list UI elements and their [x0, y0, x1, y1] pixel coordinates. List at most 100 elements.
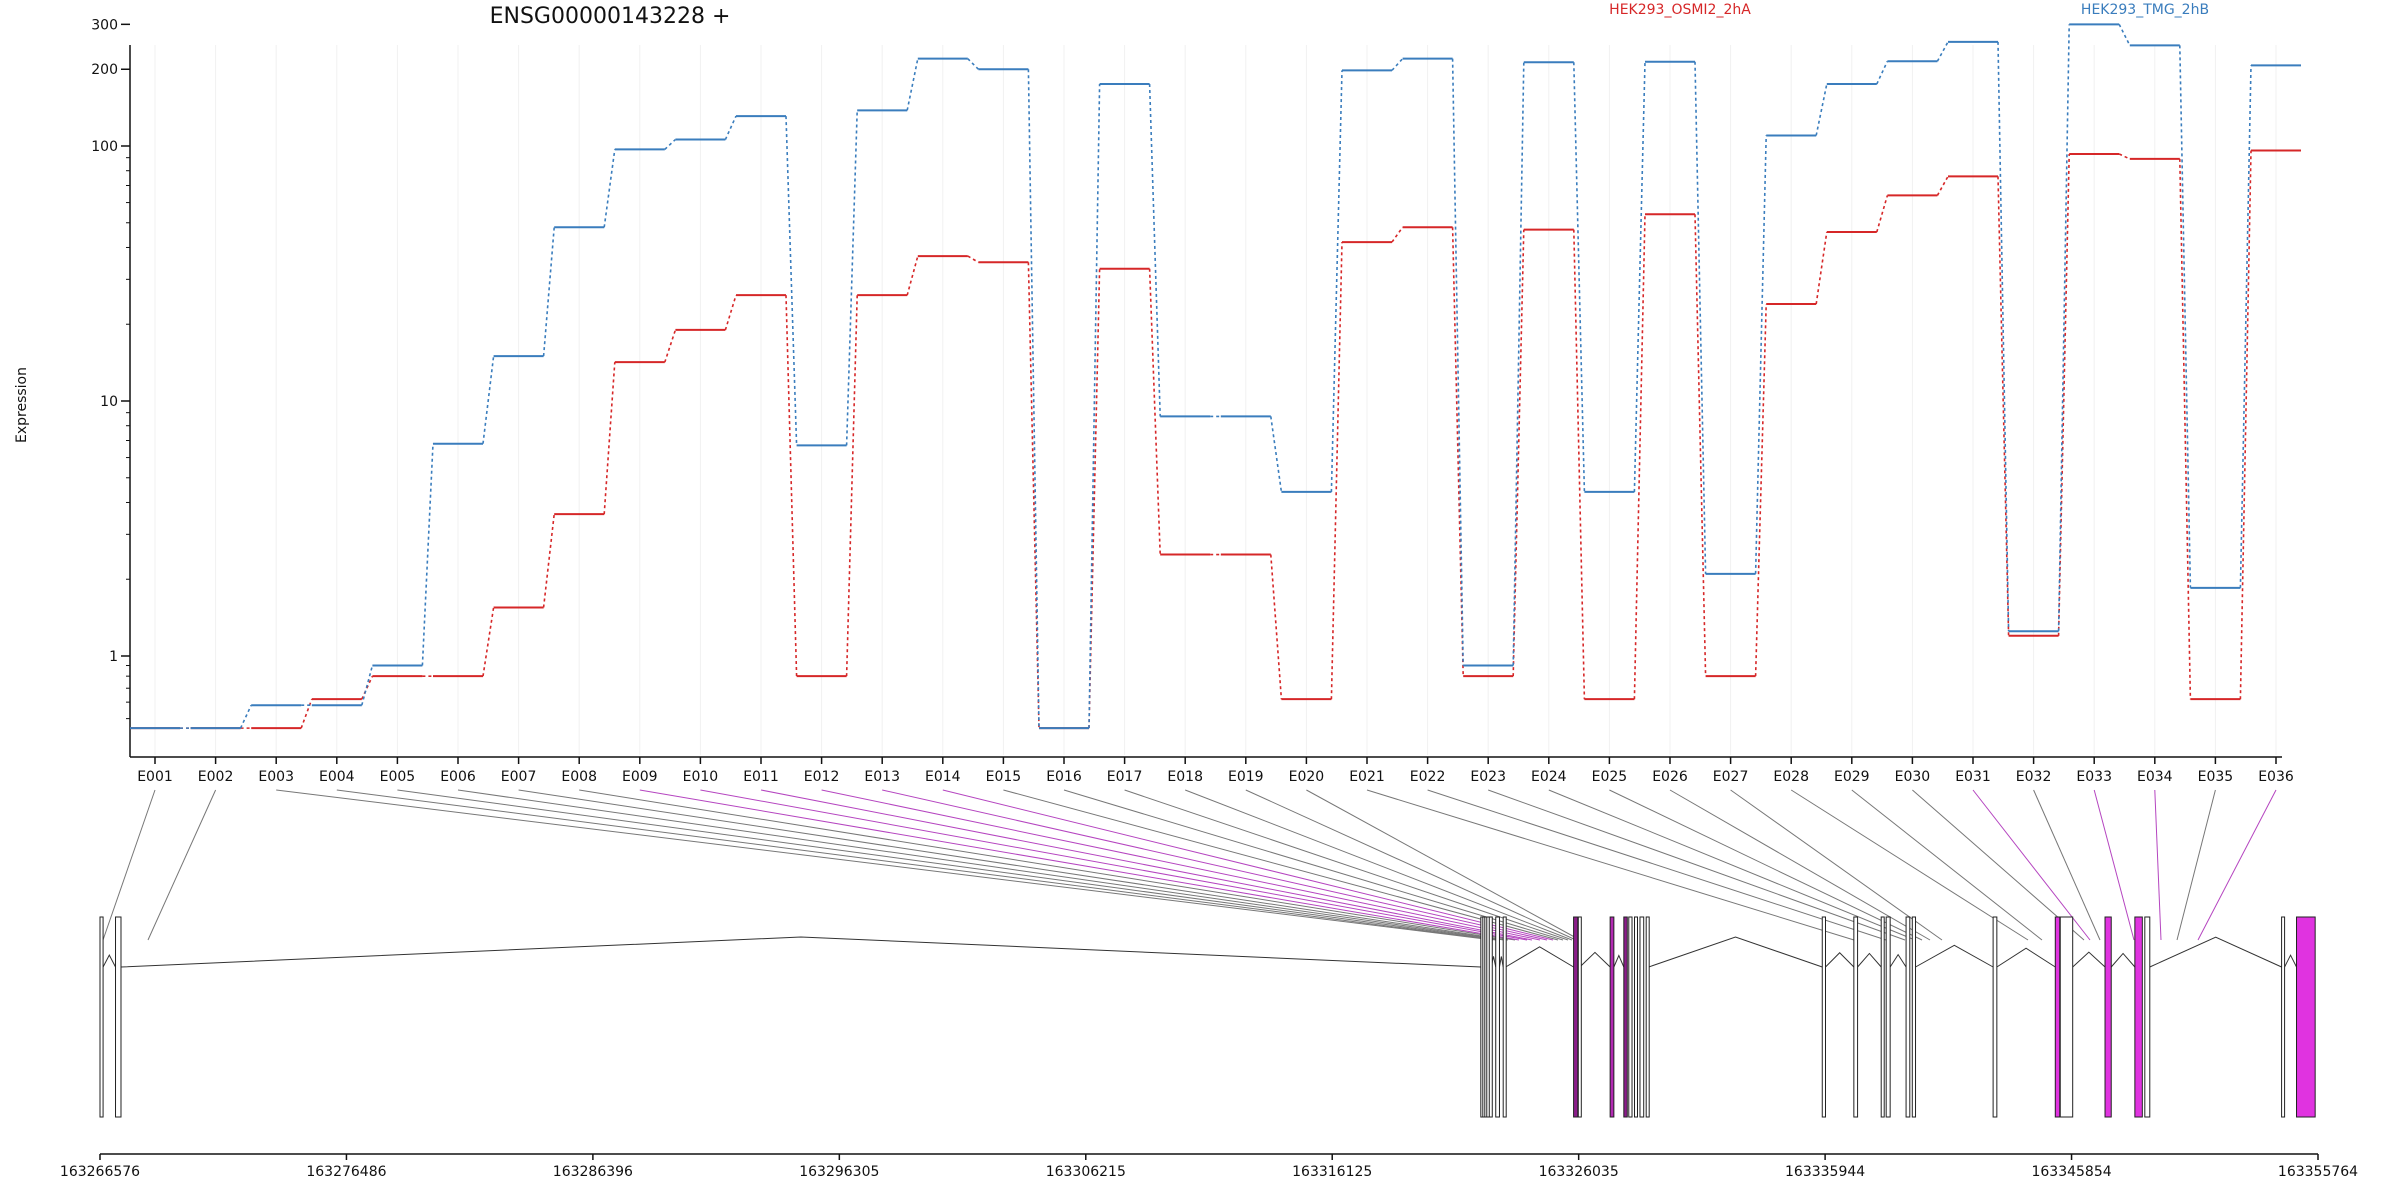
- exon-block: [1577, 916, 1582, 1118]
- legend-series-a: HEK293_OSMI2_2hA: [1609, 2, 1751, 18]
- series-link: [239, 704, 252, 729]
- exon-connector: [336, 789, 1497, 941]
- x-tick-label: E010: [683, 769, 719, 785]
- series-a: [130, 149, 2301, 730]
- exon-connector: [700, 789, 1528, 941]
- intron-line: [102, 954, 116, 968]
- exon-connector: [1669, 789, 1931, 941]
- series-link: [845, 110, 858, 446]
- x-tick-label: E030: [1895, 769, 1931, 785]
- series-link: [1088, 84, 1101, 729]
- x-tick-label: E018: [1167, 769, 1203, 785]
- y-tick-label: 100: [91, 139, 118, 155]
- exon-connector: [1306, 789, 1581, 941]
- exon-connector: [147, 789, 217, 941]
- exon-connector: [397, 789, 1501, 941]
- x-tick-label: E013: [864, 769, 900, 785]
- series-link: [1451, 227, 1464, 677]
- series-link: [2057, 24, 2070, 632]
- exon-block: [2059, 916, 2074, 1118]
- series-link: [482, 607, 495, 677]
- x-tick-label: E023: [1470, 769, 1506, 785]
- series-link: [724, 294, 737, 331]
- x-tick-label: E019: [1228, 769, 1264, 785]
- exon-block: [1495, 916, 1500, 1118]
- x-tick-label: E012: [804, 769, 840, 785]
- series-link: [1512, 229, 1525, 677]
- series-link: [1694, 61, 1707, 574]
- series-link: [2179, 45, 2192, 588]
- exon-block: [1573, 916, 1579, 1118]
- series-link: [542, 227, 555, 357]
- x-tick-label: E008: [561, 769, 597, 785]
- series-link: [1148, 268, 1161, 555]
- genomic-axis: 163266576 163276486 163286396 163296305 1633…: [60, 1153, 2358, 1180]
- exon-block: [2296, 916, 2316, 1118]
- series-link: [967, 255, 979, 263]
- exon-block: [1488, 916, 1493, 1118]
- x-tick-label: E024: [1531, 769, 1567, 785]
- intron-line: [1579, 951, 1611, 968]
- exon-connector: [2176, 789, 2216, 941]
- y-axis-label: Expression: [14, 367, 30, 443]
- series-link: [845, 295, 858, 677]
- series-link: [1270, 416, 1283, 493]
- series-link: [1997, 176, 2010, 636]
- exon-block: [2104, 916, 2112, 1118]
- x-tick-label: E021: [1349, 769, 1385, 785]
- x-tick-label: E016: [1046, 769, 1082, 785]
- x-tick-label: E003: [258, 769, 294, 785]
- exon-connector: [2154, 789, 2162, 941]
- series-link: [1876, 60, 1889, 85]
- series-link: [906, 255, 919, 296]
- exon-connector: [2197, 789, 2277, 941]
- series-link: [542, 514, 555, 608]
- intron-line: [2149, 936, 2282, 968]
- exon-block: [2134, 916, 2143, 1118]
- series-link: [421, 443, 434, 666]
- intron-line: [2072, 951, 2106, 968]
- series-lines: [130, 23, 2301, 730]
- x-tick-label: E027: [1713, 769, 1749, 785]
- exon-block: [99, 916, 104, 1118]
- x-tick-label: E004: [319, 769, 355, 785]
- series-link: [1330, 242, 1343, 700]
- x-tick-label: E032: [2016, 769, 2052, 785]
- series-link: [1936, 41, 1949, 62]
- exon-block: [1911, 916, 1917, 1118]
- gene-model: [99, 916, 2316, 1118]
- exon-connector: [2033, 789, 2101, 941]
- exon-connector: [276, 789, 1494, 941]
- x-tick-label: E007: [501, 769, 537, 785]
- series-link: [1573, 229, 1586, 700]
- exon-connector: [579, 789, 1516, 941]
- axes: 1 10 100 200 300 E001 E002 E003 E004 E005 E006 E007…: [91, 17, 2294, 785]
- intron-line: [120, 936, 1481, 968]
- exon-block: [1609, 916, 1615, 1118]
- x-tick-label: E020: [1289, 769, 1325, 785]
- exon-block: [1880, 916, 1885, 1118]
- series-link: [1148, 83, 1161, 417]
- series-link: [2118, 153, 2131, 160]
- genomic-tick-label: 163345854: [2031, 1164, 2111, 1180]
- series-link: [1936, 176, 1949, 196]
- x-tick-label: E031: [1955, 769, 1991, 785]
- series-link: [2239, 150, 2252, 700]
- exon-connector: [102, 789, 156, 941]
- exon-connector: [1548, 789, 1916, 941]
- exon-block: [1634, 916, 1639, 1118]
- series-link: [785, 295, 798, 677]
- x-tick-label: E001: [137, 769, 173, 785]
- series-link: [967, 58, 979, 70]
- genomic-tick-label: 163355764: [2278, 1164, 2358, 1180]
- series-link: [1694, 214, 1707, 677]
- exon-connector: [1851, 789, 2043, 941]
- gridlines: [154, 45, 2277, 755]
- series-link: [1633, 214, 1646, 700]
- exon-connectors: [102, 789, 2277, 941]
- exon-connector: [1912, 789, 2085, 941]
- series-link: [1573, 62, 1586, 492]
- exon-block: [1905, 916, 1911, 1118]
- exon-block: [1821, 916, 1826, 1118]
- exon-connector: [1124, 789, 1569, 941]
